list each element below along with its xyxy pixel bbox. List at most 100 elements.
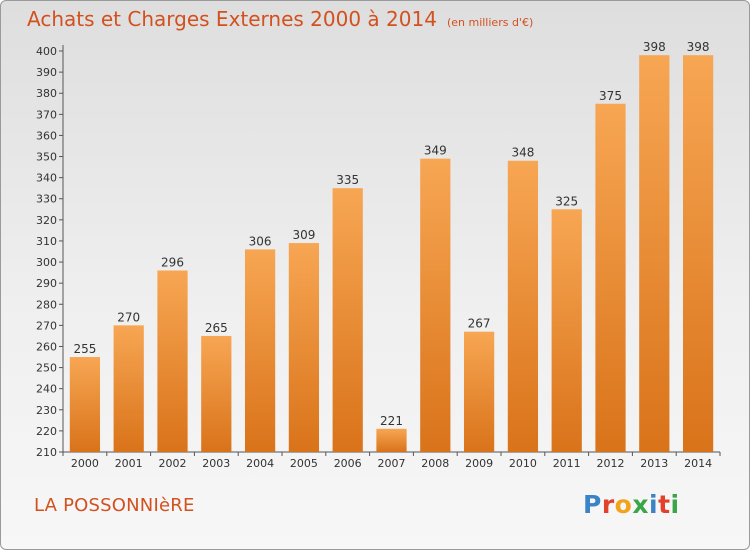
x-tick-label: 2002 — [159, 457, 187, 470]
x-tick: 2003 — [193, 452, 230, 470]
x-tick: 2012 — [588, 452, 625, 470]
bar — [332, 188, 363, 452]
logo-letter: i — [649, 490, 659, 519]
y-tick: 260 — [36, 340, 63, 353]
bar-value-label: 375 — [599, 89, 622, 103]
x-tick-label: 2009 — [465, 457, 493, 470]
y-tick: 210 — [36, 446, 63, 459]
y-tick: 310 — [36, 235, 63, 248]
y-tick-label: 360 — [36, 129, 57, 142]
chart-title: Achats et Charges Externes 2000 à 2014 (e… — [27, 7, 533, 31]
title-text: Achats et Charges Externes 2000 à 2014 — [27, 7, 437, 31]
bar — [507, 160, 539, 452]
x-tick: 2006 — [325, 452, 362, 470]
x-tick: 2014 — [675, 452, 712, 470]
y-tick: 340 — [36, 172, 63, 185]
y-tick-label: 380 — [36, 87, 57, 100]
bar — [69, 357, 101, 452]
logo-letter: r — [601, 490, 615, 519]
y-tick: 400 — [36, 45, 63, 58]
bar — [420, 158, 451, 452]
x-tick-label: 2007 — [378, 457, 406, 470]
x-tick: 2008 — [412, 452, 449, 470]
y-tick: 240 — [36, 383, 63, 396]
bar-value-label: 267 — [468, 317, 491, 331]
y-tick-label: 230 — [36, 404, 57, 417]
y-tick-label: 270 — [36, 319, 57, 332]
x-tick-label: 2013 — [640, 457, 668, 470]
y-tick: 230 — [36, 404, 63, 417]
x-tick: 2010 — [500, 452, 537, 470]
bar-value-label: 325 — [555, 194, 578, 208]
proxiti-logo: Proxiti — [583, 490, 680, 519]
logo-letter: o — [614, 490, 633, 519]
x-tick-label: 2004 — [246, 457, 274, 470]
logo-letter: i — [670, 490, 680, 519]
y-tick: 220 — [36, 425, 63, 438]
y-tick: 280 — [36, 298, 63, 311]
y-tick: 360 — [36, 129, 63, 142]
y-tick-label: 260 — [36, 340, 57, 353]
bar — [682, 55, 714, 452]
bar — [157, 270, 188, 452]
bar — [463, 331, 495, 452]
bar — [288, 243, 320, 452]
bar-value-label: 265 — [205, 321, 228, 335]
bar — [376, 428, 407, 452]
y-tick-label: 390 — [36, 66, 57, 79]
bar-value-label: 349 — [424, 144, 447, 158]
commune-name: LA POSSONNIèRE — [34, 495, 195, 516]
y-tick-label: 310 — [36, 235, 57, 248]
logo-letter: t — [658, 490, 671, 519]
x-tick-label: 2001 — [115, 457, 143, 470]
y-tick: 320 — [36, 214, 63, 227]
x-tick-label: 2005 — [290, 457, 318, 470]
x-tick-label: 2003 — [202, 457, 230, 470]
y-tick: 270 — [36, 319, 63, 332]
y-tick: 390 — [36, 66, 63, 79]
bar — [201, 335, 232, 452]
y-tick-label: 350 — [36, 151, 57, 164]
x-tick: 2005 — [281, 452, 318, 470]
y-tick-label: 320 — [36, 214, 57, 227]
x-tick: 2001 — [106, 452, 143, 470]
bar-value-label: 221 — [380, 414, 403, 428]
y-tick-label: 250 — [36, 362, 57, 375]
x-tick: 2002 — [150, 452, 187, 470]
x-tick: 2004 — [237, 452, 274, 470]
bar-value-label: 309 — [292, 228, 315, 242]
y-tick: 370 — [36, 108, 63, 121]
x-tick: 2013 — [631, 452, 668, 470]
bar-value-label: 348 — [511, 146, 534, 160]
bar-value-label: 398 — [687, 40, 710, 54]
y-tick-label: 340 — [36, 172, 57, 185]
bar — [595, 103, 626, 453]
y-tick-label: 280 — [36, 298, 57, 311]
y-tick-label: 240 — [36, 383, 57, 396]
y-tick-label: 330 — [36, 193, 57, 206]
x-tick: 2009 — [456, 452, 493, 470]
y-tick: 350 — [36, 151, 63, 164]
y-tick: 300 — [36, 256, 63, 269]
bar-value-label: 306 — [249, 234, 272, 248]
x-tick-label: 2008 — [421, 457, 449, 470]
y-tick-label: 370 — [36, 108, 57, 121]
x-tick-label: 2000 — [71, 457, 99, 470]
y-tick: 380 — [36, 87, 63, 100]
logo-letter: P — [583, 490, 602, 519]
y-tick-label: 300 — [36, 256, 57, 269]
bar-value-label: 255 — [73, 342, 96, 356]
x-tick-label: 2010 — [509, 457, 537, 470]
bar — [113, 325, 144, 452]
bar-value-label: 335 — [336, 173, 359, 187]
x-tick: 2000 — [62, 452, 99, 470]
logo-letter: x — [632, 490, 649, 519]
y-tick: 330 — [36, 193, 63, 206]
y-tick-label: 220 — [36, 425, 57, 438]
x-tick-label: 2006 — [334, 457, 362, 470]
x-tick: 2007 — [369, 452, 406, 470]
x-tick-label: 2014 — [684, 457, 712, 470]
y-tick: 250 — [36, 362, 63, 375]
